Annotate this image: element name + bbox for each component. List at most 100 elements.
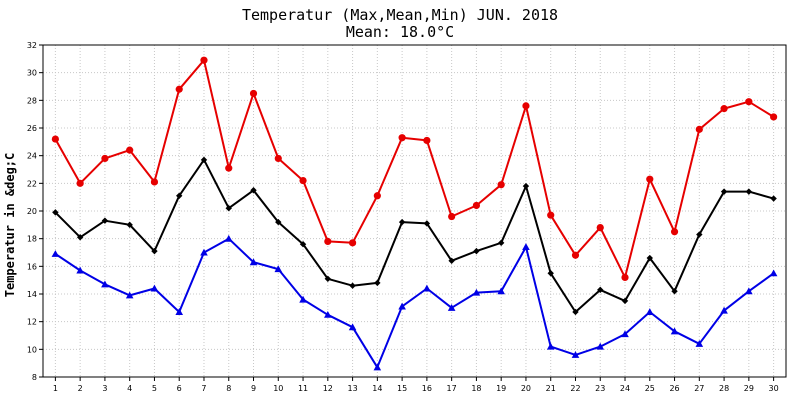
data-point	[76, 266, 84, 274]
data-point	[745, 98, 753, 106]
chart-title: Temperatur (Max,Mean,Min) JUN. 2018	[242, 6, 558, 24]
x-tick-label: 1	[53, 384, 58, 393]
axes	[39, 44, 787, 381]
data-point	[745, 188, 753, 195]
data-point	[151, 247, 158, 255]
data-point	[546, 342, 555, 350]
data-point	[596, 342, 605, 350]
y-tick-label: 32	[27, 41, 37, 50]
y-tick-label: 14	[27, 290, 37, 299]
data-point	[299, 295, 307, 303]
x-tick-label: 27	[694, 384, 704, 393]
x-tick-label: 11	[298, 384, 308, 393]
series-lines	[51, 56, 778, 371]
data-point	[225, 164, 233, 172]
x-tick-label: 6	[177, 384, 182, 393]
x-tick-label: 18	[471, 384, 481, 393]
data-point	[695, 125, 703, 133]
data-point	[597, 286, 604, 294]
data-point	[76, 179, 84, 187]
data-point	[249, 89, 258, 98]
x-tick-label: 5	[152, 384, 157, 393]
data-point	[200, 56, 208, 64]
x-tick-label: 10	[273, 384, 283, 393]
data-point	[423, 136, 431, 145]
data-point	[720, 105, 728, 113]
data-point	[448, 212, 456, 221]
data-point	[398, 302, 406, 310]
data-point	[250, 187, 257, 194]
data-point	[225, 205, 232, 212]
y-tick-label: 22	[27, 179, 37, 188]
data-point	[770, 195, 777, 202]
data-point	[126, 221, 133, 229]
data-point	[621, 273, 629, 281]
data-point	[51, 135, 59, 143]
data-point	[101, 280, 109, 288]
data-point	[522, 182, 530, 190]
x-tick-label: 23	[595, 384, 605, 393]
data-point	[373, 363, 382, 371]
data-point	[224, 234, 233, 242]
series-line-triangle	[54, 237, 775, 369]
x-tick-label: 20	[521, 384, 531, 393]
data-point	[497, 181, 505, 189]
data-point	[497, 287, 505, 295]
x-tick-label: 25	[645, 384, 655, 393]
data-point	[448, 257, 455, 264]
data-point	[571, 251, 580, 259]
data-point	[324, 275, 332, 282]
data-point	[696, 231, 703, 238]
x-tick-label: 7	[201, 384, 206, 393]
data-point	[645, 308, 654, 316]
data-point	[324, 310, 332, 318]
x-tick-label: 3	[102, 384, 107, 393]
data-point	[447, 304, 456, 311]
data-point	[275, 218, 282, 226]
x-tick-label: 9	[251, 384, 256, 393]
grid-lines	[43, 44, 786, 378]
data-point	[348, 323, 357, 331]
data-point	[52, 209, 59, 216]
data-point	[720, 188, 728, 195]
x-tick-label: 16	[422, 384, 432, 393]
data-point	[473, 247, 480, 255]
data-point	[671, 288, 678, 295]
data-point	[51, 250, 60, 257]
plot-area-frame	[42, 44, 787, 378]
data-point	[621, 297, 629, 305]
series-line-diamond	[54, 158, 774, 313]
data-point	[621, 330, 629, 338]
data-point	[150, 178, 159, 186]
y-tick-label: 20	[27, 207, 37, 216]
data-point	[274, 265, 283, 273]
y-tick-label: 26	[27, 124, 37, 133]
data-point	[249, 258, 258, 266]
data-point	[472, 201, 481, 210]
x-tick-label: 8	[226, 384, 231, 393]
y-tick-label: 24	[27, 152, 37, 161]
x-tick-label: 2	[78, 384, 83, 393]
data-point	[76, 234, 84, 241]
data-point	[670, 228, 679, 236]
x-tick-label: 26	[669, 384, 679, 393]
data-point	[125, 291, 134, 299]
data-point	[547, 270, 554, 277]
y-tick-label: 16	[27, 262, 37, 271]
x-tick-label: 29	[744, 384, 754, 393]
data-point	[126, 146, 134, 154]
x-tick-label: 28	[719, 384, 729, 393]
y-tick-label: 18	[27, 235, 37, 244]
x-tick-label: 21	[546, 384, 556, 393]
data-point	[423, 284, 431, 292]
chart-subtitle: Mean: 18.0°C	[346, 23, 454, 41]
data-point	[745, 287, 753, 295]
data-point	[101, 154, 109, 163]
data-point	[769, 269, 778, 277]
data-point	[200, 156, 208, 164]
y-tick-label: 30	[27, 69, 37, 78]
data-point	[720, 306, 728, 314]
y-tick-label: 10	[27, 345, 37, 354]
